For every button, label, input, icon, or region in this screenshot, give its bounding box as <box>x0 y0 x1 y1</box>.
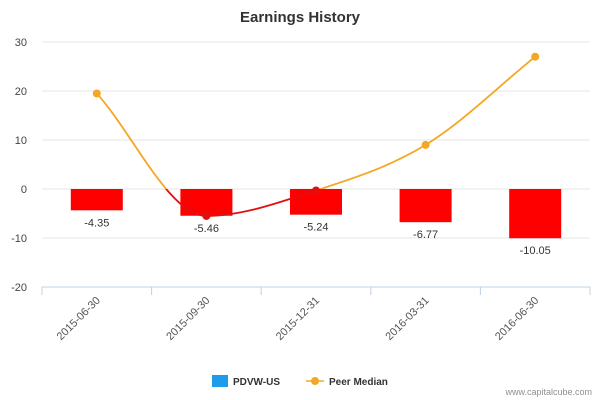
x-tick-label: 2016-06-30 <box>493 295 541 343</box>
x-tick-label: 2016-03-31 <box>383 295 431 343</box>
peer-median-point <box>421 140 430 149</box>
bar <box>70 189 123 211</box>
bar-series <box>70 189 562 239</box>
legend: PDVW-US Peer Median <box>212 375 388 388</box>
bar-data-label: -4.35 <box>84 217 109 229</box>
legend-swatch-pdvw <box>212 375 228 387</box>
bar-data-label: -10.05 <box>520 245 551 257</box>
bar <box>509 189 562 239</box>
bar-data-labels: -4.35 -5.46 -5.24 -6.77 -10.05 <box>84 217 551 257</box>
y-tick-label: 30 <box>15 37 27 49</box>
y-tick-label: 0 <box>21 184 27 196</box>
y-tick-label: 20 <box>15 86 27 98</box>
peer-median-point <box>312 186 320 195</box>
y-tick-label: -20 <box>11 282 27 294</box>
bar-data-label: -5.46 <box>194 223 219 235</box>
credit-text: www.capitalcube.com <box>504 387 592 397</box>
legend-marker-peer-median <box>311 377 319 385</box>
peer-median-line <box>96 55 536 189</box>
bar <box>180 189 233 216</box>
y-tick-label: -10 <box>11 233 27 245</box>
legend-label-peer-median: Peer Median <box>329 377 388 388</box>
chart-title: Earnings History <box>240 9 361 26</box>
peer-median-point <box>92 89 101 98</box>
legend-label-pdvw: PDVW-US <box>233 377 280 388</box>
peer-median-point <box>202 211 211 220</box>
x-tick-label: 2015-06-30 <box>55 295 103 343</box>
bar <box>399 189 452 223</box>
bar-data-label: -6.77 <box>413 229 438 241</box>
x-tick-label: 2015-12-31 <box>274 295 322 343</box>
y-axis-ticks: -20 -10 0 10 20 30 <box>11 37 27 294</box>
x-tick-label: 2015-09-30 <box>164 295 212 343</box>
x-axis: 2015-06-30 2015-09-30 2015-12-31 2016-03-31… <box>41 286 591 343</box>
y-tick-label: 10 <box>15 135 27 147</box>
bar-data-label: -5.24 <box>303 222 328 234</box>
peer-median-series <box>92 52 540 220</box>
peer-median-point <box>531 52 540 61</box>
